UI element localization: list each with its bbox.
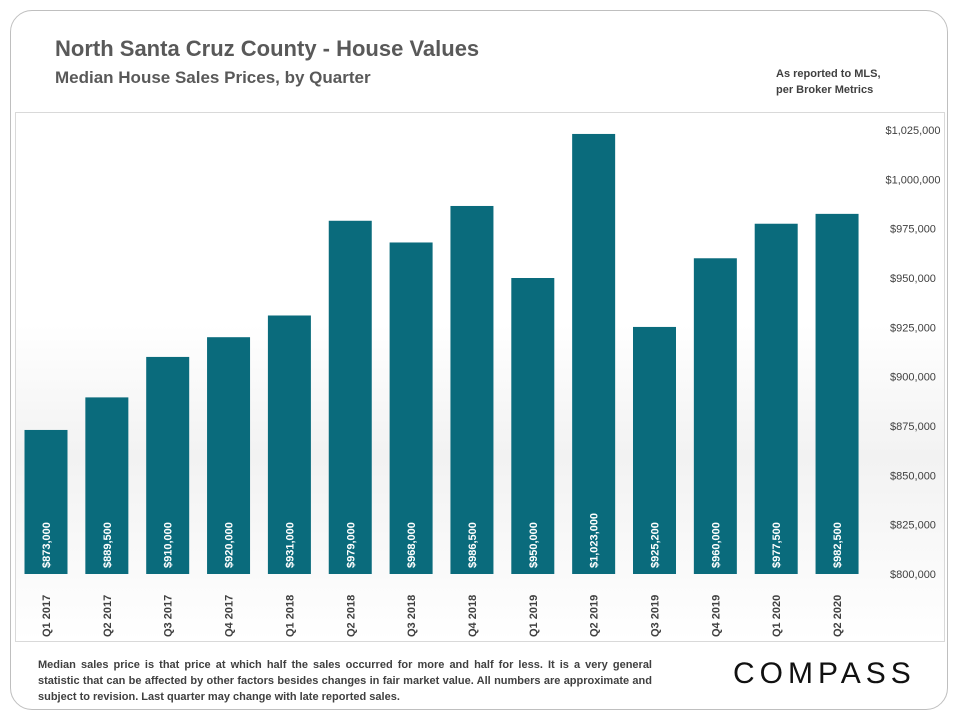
source-note: As reported to MLS, per Broker Metrics: [776, 66, 936, 98]
chart-subtitle: Median House Sales Prices, by Quarter: [55, 68, 371, 87]
bar-q3-2019: [633, 326, 676, 574]
bar-value-label: $1,023,000: [589, 513, 601, 568]
bar-value-label: $873,000: [41, 522, 53, 568]
x-tick-label: Q1 2018: [284, 595, 296, 637]
bar-value-label: $982,500: [832, 522, 844, 568]
x-tick-label: Q1 2017: [41, 595, 53, 637]
bar-q4-2019: [693, 258, 737, 574]
y-tick-label: $925,000: [890, 322, 936, 334]
y-tick-label: $950,000: [890, 273, 936, 285]
bar-q2-2019: [572, 133, 616, 574]
bar-q2-2017: [85, 397, 129, 574]
x-tick-label: Q4 2018: [467, 595, 479, 637]
x-tick-label: Q2 2018: [345, 595, 357, 637]
y-tick-label: $825,000: [890, 520, 936, 532]
y-tick-label: $1,025,000: [885, 125, 940, 137]
x-tick-label: Q2 2019: [589, 595, 601, 637]
compass-logo: COMPASS: [733, 657, 916, 690]
footnote: Median sales price is that price at whic…: [38, 659, 652, 703]
bar-q1-2019: [511, 278, 555, 574]
bar-q1-2018: [267, 315, 311, 574]
bar-value-label: $968,000: [406, 522, 418, 568]
y-tick-label: $800,000: [890, 569, 936, 581]
x-tick-label: Q1 2020: [771, 595, 783, 637]
bar-q4-2018: [450, 205, 494, 574]
bar-value-label: $977,500: [771, 522, 783, 568]
source-line-2: per Broker Metrics: [776, 84, 874, 96]
bar-value-label: $889,500: [102, 522, 114, 568]
y-tick-label: $875,000: [890, 421, 936, 433]
bar-q2-2018: [328, 220, 372, 574]
x-tick-label: Q4 2019: [710, 595, 722, 637]
bar-value-label: $979,000: [345, 522, 357, 568]
bar-q4-2017: [207, 337, 251, 574]
x-tick-label: Q3 2018: [406, 595, 418, 637]
bar-value-label: $925,200: [650, 522, 662, 568]
y-tick-label: $1,000,000: [885, 174, 940, 186]
y-tick-label: $975,000: [890, 224, 936, 236]
x-tick-label: Q4 2017: [224, 595, 236, 637]
x-tick-label: Q3 2017: [163, 595, 175, 637]
bar-value-label: $950,000: [528, 522, 540, 568]
x-tick-label: Q2 2020: [832, 595, 844, 637]
bar-q2-2020: [815, 213, 859, 574]
chart-title: North Santa Cruz County - House Values: [55, 36, 480, 61]
y-tick-label: $900,000: [890, 372, 936, 384]
bar-q3-2017: [146, 356, 190, 574]
bar-value-label: $960,000: [710, 522, 722, 568]
bar-value-label: $920,000: [224, 522, 236, 568]
y-tick-label: $850,000: [890, 470, 936, 482]
bar-value-label: $986,500: [467, 522, 479, 568]
bar-q3-2018: [389, 242, 433, 575]
x-tick-label: Q1 2019: [528, 595, 540, 637]
source-line-1: As reported to MLS,: [776, 68, 881, 80]
bar-q1-2017: [24, 429, 68, 574]
bar-value-label: $931,000: [284, 522, 296, 568]
bar-q1-2020: [754, 223, 798, 575]
x-tick-label: Q2 2017: [102, 595, 114, 637]
x-tick-label: Q3 2019: [650, 595, 662, 637]
bar-value-label: $910,000: [163, 522, 175, 568]
